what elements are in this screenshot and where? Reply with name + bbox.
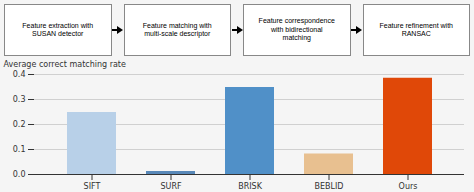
svg-text:0.3: 0.3 [13,95,26,104]
svg-text:Average correct matching rate: Average correct matching rate [4,60,126,69]
svg-text:0.4: 0.4 [13,70,26,79]
svg-text:SURF: SURF [160,182,181,190]
svg-text:SIFT: SIFT [84,182,101,190]
html-text:Feature extraction with SUSAN: Feature extraction with SUSAN detector [22,21,94,37]
svg-text:Ours: Ours [399,182,418,190]
html-text:Feature refinement with RANSAC: Feature refinement with RANSAC [379,21,453,37]
html-text:Feature matching with multi-sc: Feature matching with multi-scale descri… [142,21,212,37]
svg-text:0.0: 0.0 [13,170,26,179]
svg-text:BEBLID: BEBLID [314,182,343,190]
svg-text:0.1: 0.1 [13,145,26,154]
svg-text:0.2: 0.2 [13,120,26,129]
svg-text:BRISK: BRISK [238,182,262,190]
html-text:Feature correspondence with bi: Feature correspondence with bidirectiona… [258,17,335,42]
